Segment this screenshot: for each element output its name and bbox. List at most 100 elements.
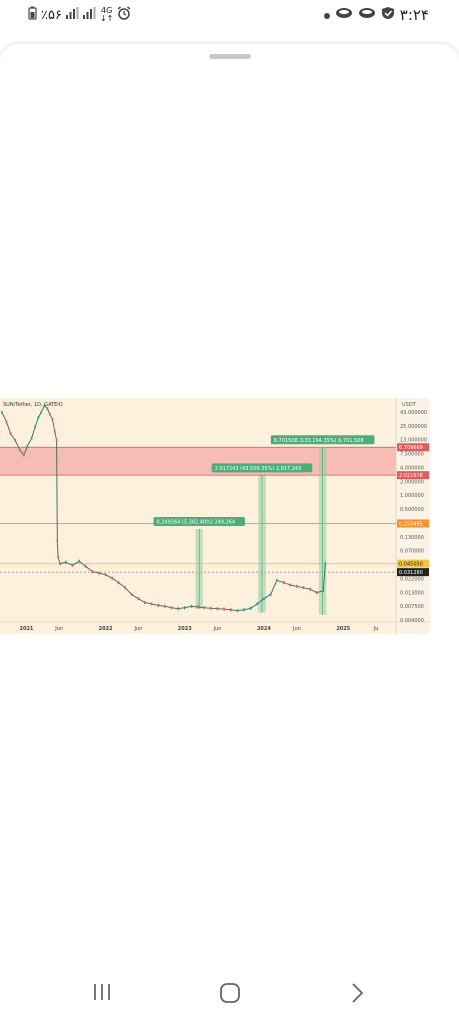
candle-mark [177, 607, 179, 611]
candle-mark [9, 432, 12, 436]
price-tag-label: 2.021678 [399, 473, 423, 479]
candle-mark [296, 584, 298, 588]
candle-mark [203, 606, 206, 610]
measure-label-box [153, 516, 245, 526]
candle-mark [1, 410, 3, 414]
signal-icon [82, 7, 96, 23]
y-tick-label: 0.007500 [400, 604, 424, 610]
y-tick-label: 7.500000 [400, 452, 424, 458]
price-axis-background [396, 398, 430, 634]
x-tick-label: 2021 [19, 626, 33, 632]
resistance-zone [0, 447, 396, 476]
price-tag [397, 568, 429, 577]
candle-mark [322, 589, 325, 593]
candle-mark [64, 560, 67, 564]
candle-mark [302, 586, 305, 590]
measure-label: 0.249264 (5,382.40%) 249,264 [156, 519, 235, 525]
candle-mark [190, 604, 193, 608]
network-type: 4G ↓↑ [99, 6, 114, 23]
candle-mark [130, 592, 133, 596]
x-tick-label: 2023 [178, 626, 192, 632]
candle-mark [51, 418, 54, 422]
y-tick-label: 25.000000 [400, 424, 427, 430]
clock: ۳:۲۴ [399, 6, 429, 24]
signal-icon [65, 7, 79, 23]
candle-mark [229, 608, 232, 612]
candle-mark [56, 539, 59, 543]
y-tick-label: 2.000000 [400, 479, 424, 485]
price-tag [397, 519, 429, 528]
measure-label: 6.701508 (133,194.35%) 6,701,508 [274, 438, 364, 444]
candle-mark [209, 606, 212, 610]
y-tick-label: 4.000000 [400, 465, 424, 471]
candle-mark [34, 425, 36, 429]
candle-mark [236, 609, 239, 613]
y-tick-label: 0.500000 [400, 507, 424, 513]
chart-background [0, 398, 430, 634]
candle-mark [324, 562, 327, 566]
candle-mark [117, 581, 120, 585]
x-tick-label: 2024 [257, 626, 271, 632]
candle-mark [84, 564, 87, 568]
x-tick-label: Jun [292, 626, 301, 632]
back-icon[interactable] [350, 982, 364, 1010]
candle-mark [71, 563, 74, 567]
status-bar: ٪۵۶ 4G ↓↑ ۳:۲۴ [0, 0, 459, 34]
price-axis-unit: USDT [402, 402, 417, 408]
candle-mark [183, 606, 186, 610]
price-tag-label: 6.709669 [399, 445, 423, 451]
y-tick-label: 1.000000 [400, 493, 424, 499]
measure-label-box [270, 435, 375, 445]
navigation-bar [0, 970, 459, 1020]
x-tick-label: Jun [54, 626, 63, 632]
candle-mark [249, 606, 252, 610]
y-tick-label: 43.000000 [400, 410, 427, 416]
dot-icon [323, 7, 330, 23]
candle-mark [111, 576, 114, 580]
y-tick-label: 0.070000 [400, 549, 424, 555]
cloud-icon [335, 7, 353, 23]
y-tick-label: 0.022000 [400, 576, 424, 582]
candle-mark [43, 404, 46, 408]
battery-percent: ٪۵۶ [41, 7, 62, 23]
candle-mark [26, 444, 29, 448]
recent-apps-icon[interactable] [92, 982, 112, 1008]
candle-mark [48, 412, 51, 416]
candle-mark [5, 420, 8, 424]
candle-mark [59, 562, 61, 566]
y-tick-label: 13.000000 [400, 438, 427, 444]
candle-mark [23, 453, 25, 457]
price-chart: 0.249264 (5,382.40%) 249,264 2.017243 (43… [0, 398, 430, 634]
candle-mark [289, 583, 291, 587]
sheet-drag-handle[interactable] [209, 54, 251, 59]
chart-svg: 0.249264 (5,382.40%) 249,264 2.017243 (43… [0, 398, 430, 634]
x-tick-label: Ju [373, 626, 379, 632]
candle-mark [124, 586, 126, 590]
candle-mark [40, 410, 43, 414]
candle-mark [223, 607, 225, 611]
y-tick-label: 0.013000 [400, 590, 424, 596]
measure-label: 2.017243 (43,509.35%) 2,017,243 [215, 466, 302, 472]
battery-icon [28, 6, 37, 24]
candle-mark [170, 606, 173, 610]
candle-mark [37, 416, 40, 420]
candle-mark [104, 573, 107, 577]
price-tag [397, 559, 429, 568]
candle-mark [216, 607, 219, 611]
home-icon[interactable] [219, 982, 241, 1010]
candle-mark [18, 448, 21, 452]
candle-mark [144, 600, 146, 604]
candle-mark [164, 604, 166, 608]
price-tag [397, 471, 429, 480]
candle-mark [256, 602, 259, 606]
candle-mark [157, 603, 160, 607]
candle-mark [30, 436, 33, 440]
candle-mark [282, 581, 285, 585]
candle-mark [150, 602, 153, 606]
y-tick-label: 0.004000 [400, 618, 424, 624]
candle-mark [46, 407, 49, 411]
x-tick-label: Jun [133, 626, 142, 632]
candle-mark [78, 559, 80, 563]
candle-mark [98, 571, 100, 575]
alarm-icon [117, 6, 131, 24]
